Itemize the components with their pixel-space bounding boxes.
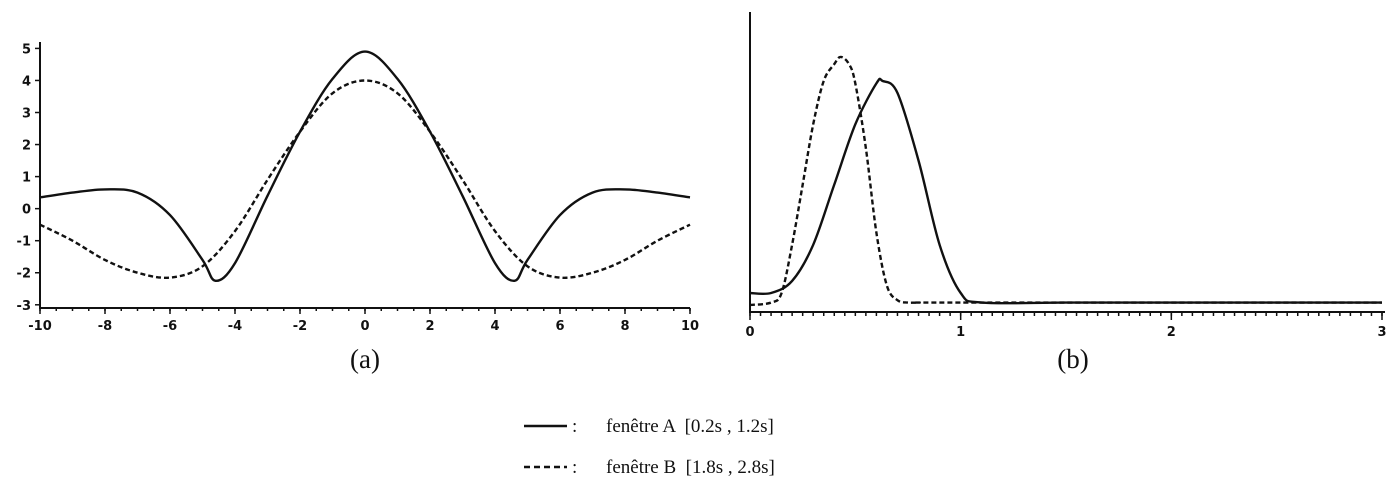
x-tick-label: -10 <box>28 319 52 334</box>
panel-b-x-ticks: 0 1 2 3 <box>745 312 1387 340</box>
x-tick-label: 4 <box>490 319 499 334</box>
y-tick-label: 4 <box>22 74 31 89</box>
panel-b-label: (b) <box>1057 344 1088 374</box>
series-solid-line <box>39 50 691 283</box>
x-tick-label: -6 <box>163 319 177 334</box>
panel-a-label: (a) <box>350 344 380 374</box>
legend-sep-b: : <box>572 457 577 478</box>
x-tick-label: -8 <box>98 319 112 334</box>
y-tick-label: 1 <box>22 171 31 186</box>
x-tick-label: -4 <box>228 319 242 334</box>
panel-a-curves <box>39 50 691 283</box>
legend: : fenêtre A [0.2s , 1.2s] : fenêtre B [1… <box>524 416 775 478</box>
panel-b-plot: 0 1 2 3 (b) <box>745 12 1387 374</box>
y-tick-label: -3 <box>17 299 31 314</box>
panel-b-curves <box>749 55 1382 307</box>
legend-label-a: fenêtre A [0.2s , 1.2s] <box>606 416 774 437</box>
panel-a-x-ticks: -10 -8 -6 -4 -2 0 2 4 6 8 10 <box>28 308 699 334</box>
panel-a-axes <box>39 42 690 309</box>
x-tick-label: -2 <box>293 319 307 334</box>
x-tick-label: 0 <box>360 319 369 334</box>
legend-item-b: : fenêtre B [1.8s , 2.8s] <box>524 457 775 478</box>
x-tick-label: 0 <box>745 325 754 340</box>
y-tick-label: -2 <box>17 267 31 282</box>
panel-b-axes <box>749 12 1385 313</box>
panel-a-y-ticks: -3 -2 -1 0 1 2 3 4 5 <box>17 42 40 314</box>
x-tick-label: 2 <box>1167 325 1176 340</box>
y-tick-label: 2 <box>22 139 31 154</box>
y-tick-label: 0 <box>22 203 31 218</box>
legend-label-b: fenêtre B [1.8s , 2.8s] <box>606 457 775 478</box>
x-tick-label: 6 <box>555 319 564 334</box>
series-solid-line <box>749 77 1382 305</box>
x-tick-label: 1 <box>956 325 965 340</box>
legend-sep-a: : <box>572 416 577 437</box>
x-tick-label: 8 <box>620 319 629 334</box>
series-dashed-line <box>39 79 691 279</box>
y-tick-label: 3 <box>22 107 31 122</box>
x-tick-label: 2 <box>425 319 434 334</box>
y-tick-label: -1 <box>17 235 31 250</box>
series-dashed-line <box>749 55 1382 307</box>
x-tick-label: 10 <box>681 319 699 334</box>
x-tick-label: 3 <box>1377 325 1386 340</box>
y-tick-label: 5 <box>22 42 31 57</box>
legend-item-a: : fenêtre A [0.2s , 1.2s] <box>524 416 774 437</box>
